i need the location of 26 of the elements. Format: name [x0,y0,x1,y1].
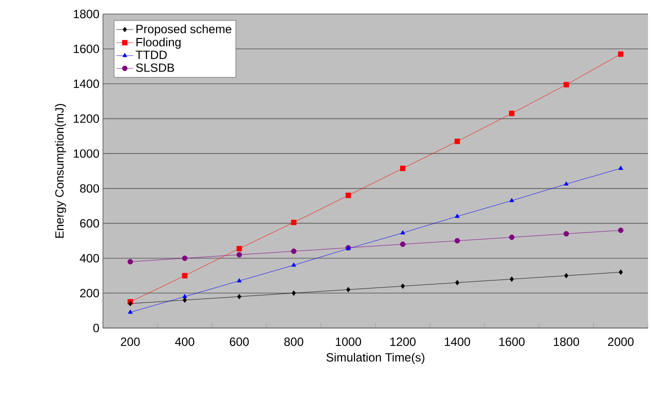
x-tick-label: 1800 [554,338,580,346]
x-tick-label: 400 [175,338,194,346]
x-tick-label: 800 [284,338,304,346]
y-tick-label: 200 [80,288,100,298]
y-tick-label: 800 [80,184,100,193]
legend-label: SLSDB [136,63,174,72]
x-tick-label: 2000 [608,338,634,346]
legend-label: TTDD [136,50,167,59]
x-tick-label: 1600 [499,338,525,346]
y-tick-label: 1400 [74,80,100,88]
y-tick-label: 600 [80,219,100,228]
x-tick-label: 1000 [336,338,362,346]
legend-label: Flooding [136,38,181,49]
y-tick-label: 400 [80,254,100,262]
x-tick-label: 1200 [390,338,416,346]
y-tick-label: 1000 [74,149,100,158]
x-axis-title: Simulation Time(s) [326,352,424,364]
y-tick-label: 0 [93,324,100,332]
x-tick-label: 1400 [444,338,470,346]
x-tick-label: 200 [120,338,140,346]
x-tick-label: 600 [230,338,249,346]
y-tick-label: 1200 [74,114,100,123]
y-tick-label: 1600 [74,44,100,54]
y-tick-label: 1800 [74,10,100,18]
legend-label: Proposed scheme [136,24,232,36]
y-axis-title: Energy Consumption(mJ) [54,104,66,238]
